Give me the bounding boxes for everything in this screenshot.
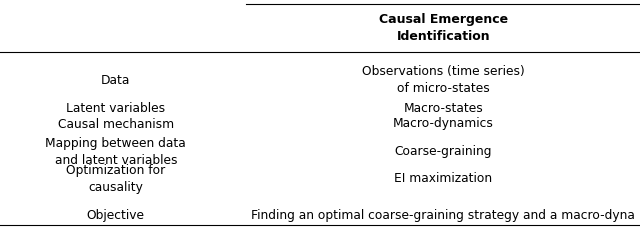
Text: Objective: Objective (87, 208, 145, 221)
Text: Data: Data (101, 74, 131, 87)
Text: Coarse-graining: Coarse-graining (394, 145, 492, 158)
Text: Latent variables: Latent variables (67, 101, 165, 114)
Text: Observations (time series)
of micro-states: Observations (time series) of micro-stat… (362, 65, 525, 95)
Text: EI maximization: EI maximization (394, 172, 492, 185)
Text: Causal Emergence
Identification: Causal Emergence Identification (379, 13, 508, 44)
Text: Causal mechanism: Causal mechanism (58, 117, 174, 131)
Text: Macro-dynamics: Macro-dynamics (393, 117, 493, 131)
Text: Optimization for
causality: Optimization for causality (66, 164, 165, 194)
Text: Macro-states: Macro-states (403, 101, 483, 114)
Text: Mapping between data
and latent variables: Mapping between data and latent variable… (45, 137, 186, 167)
Text: Finding an optimal coarse-graining strategy and a macro-dyna: Finding an optimal coarse-graining strat… (252, 208, 635, 221)
